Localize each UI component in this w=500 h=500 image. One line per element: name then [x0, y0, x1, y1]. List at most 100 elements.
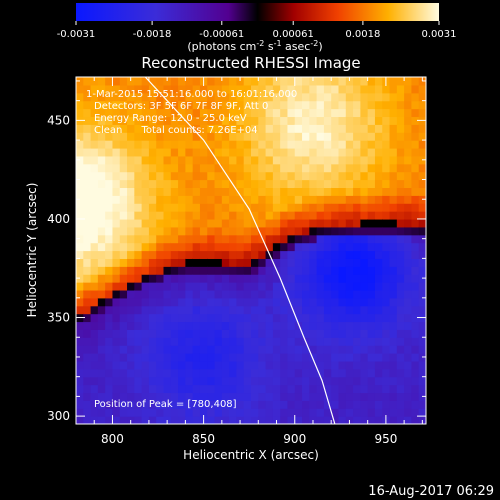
heatmap-cell [105, 384, 114, 394]
heatmap-cell [229, 77, 238, 86]
heatmap-cell [119, 313, 128, 323]
heatmap-cell [374, 124, 383, 133]
heatmap-cell [396, 187, 405, 196]
heatmap-cell [353, 132, 361, 141]
heatmap-cell [404, 179, 413, 189]
heatmap-cell [309, 132, 318, 141]
heatmap-cell [287, 416, 296, 424]
heatmap-cell [418, 297, 426, 307]
heatmap-cell [309, 400, 318, 409]
heatmap-cell [287, 92, 296, 102]
heatmap-cell [236, 282, 245, 291]
heatmap-cell [141, 155, 150, 165]
heatmap-cell [287, 368, 296, 378]
heatmap-cell [163, 345, 172, 354]
heatmap-cell [90, 92, 99, 102]
heatmap-cell [389, 84, 398, 94]
heatmap-cell [221, 132, 230, 141]
heatmap-cell [127, 218, 135, 228]
heatmap-cell [141, 203, 150, 212]
heatmap-cell [345, 392, 354, 401]
heatmap-cell [272, 321, 281, 330]
heatmap-cell [272, 408, 281, 417]
heatmap-cell [331, 116, 340, 125]
heatmap-cell [185, 92, 194, 102]
heatmap-cell [360, 132, 369, 141]
heatmap-cell [411, 416, 420, 424]
heatmap-cell [251, 266, 259, 275]
heatmap-cell [199, 147, 208, 157]
heatmap-cell [83, 124, 92, 133]
heatmap-cell [97, 392, 106, 401]
heatmap-cell [258, 218, 267, 228]
heatmap-cell [199, 289, 208, 299]
heatmap-cell [170, 116, 179, 125]
heatmap-cell [280, 147, 289, 157]
heatmap-cell [119, 368, 128, 378]
heatmap-cell [148, 321, 157, 330]
heatmap-cell [265, 392, 274, 401]
heatmap-cell [156, 179, 165, 189]
heatmap-cell [221, 297, 230, 307]
heatmap-cell [185, 337, 194, 346]
heatmap-cell [134, 155, 143, 165]
heatmap-cell [105, 92, 114, 102]
heatmap-cell [316, 384, 325, 394]
heatmap-cell [148, 345, 157, 354]
heatmap-cell [382, 313, 391, 323]
heatmap-cell [382, 353, 391, 362]
heatmap-cell [338, 234, 347, 244]
heatmap-cell [389, 384, 398, 394]
heatmap-cell [236, 297, 245, 307]
heatmap-cell [127, 100, 135, 110]
heatmap-cell [163, 84, 172, 94]
heatmap-cell [272, 179, 281, 189]
heatmap-cell [148, 384, 157, 394]
heatmap-cell [97, 163, 106, 173]
heatmap-cell [185, 116, 194, 125]
annotation-detectors: Detectors: 3F 5F 6F 7F 8F 9F, Att 0 [94, 101, 268, 112]
heatmap-cell [76, 147, 84, 157]
heatmap-cell [367, 274, 376, 283]
heatmap-cell [163, 92, 172, 102]
heatmap-cell [192, 313, 201, 323]
heatmap-cell [156, 384, 165, 394]
heatmap-cell [192, 84, 201, 94]
heatmap-cell [199, 179, 208, 189]
heatmap-cell [178, 360, 186, 370]
heatmap-cell [112, 211, 121, 220]
heatmap-cell [323, 116, 332, 125]
heatmap-cell [272, 226, 281, 236]
heatmap-cell [411, 84, 420, 94]
heatmap-cell [338, 274, 347, 283]
heatmap-cell [221, 408, 230, 417]
heatmap-cell [105, 408, 114, 417]
heatmap-cell [90, 195, 99, 204]
heatmap-cell [156, 140, 165, 149]
heatmap-cell [265, 274, 274, 283]
heatmap-cell [112, 329, 121, 338]
heatmap-cell [170, 321, 179, 330]
heatmap-cell [192, 100, 201, 110]
heatmap-cell [170, 376, 179, 386]
heatmap-cell [287, 155, 296, 165]
heatmap-cell [265, 305, 274, 315]
heatmap-cell [396, 408, 405, 417]
heatmap-cell [251, 187, 259, 196]
heatmap-cell [251, 234, 259, 244]
heatmap-cell [323, 211, 332, 220]
heatmap-cell [302, 321, 310, 330]
heatmap-cell [302, 140, 310, 149]
heatmap-cell [280, 84, 289, 94]
heatmap-cell [367, 329, 376, 338]
heatmap-cell [367, 124, 376, 133]
heatmap-cell [148, 218, 157, 228]
heatmap-cell [374, 360, 383, 370]
heatmap-cell [338, 155, 347, 165]
heatmap-cell [97, 384, 106, 394]
heatmap-cell [367, 77, 376, 86]
heatmap-cell [134, 77, 143, 86]
heatmap-cell [309, 289, 318, 299]
heatmap-cell [404, 163, 413, 173]
heatmap-cell [156, 242, 165, 252]
